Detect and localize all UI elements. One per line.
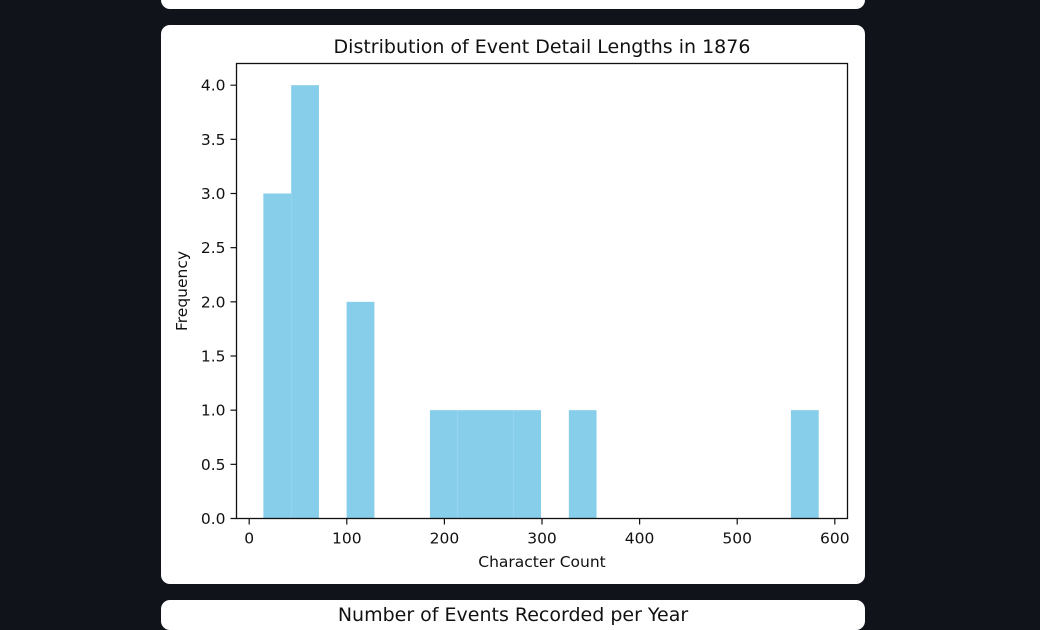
- x-tick-label: 200: [430, 530, 460, 548]
- x-tick-label: 300: [527, 530, 557, 548]
- next-chart-card: Number of Events Recorded per Year: [161, 600, 865, 630]
- histogram-bar: [568, 410, 597, 519]
- plot-frame: [235, 62, 849, 520]
- histogram-bar: [485, 410, 514, 519]
- x-tick-label: 400: [625, 530, 655, 548]
- chart-title: Distribution of Event Detail Lengths in …: [334, 36, 751, 58]
- histogram-card: Distribution of Event Detail Lengths in …: [161, 25, 865, 584]
- histogram-bar: [457, 410, 486, 519]
- y-tick-label: 4.0: [201, 77, 226, 95]
- y-tick-label: 1.0: [201, 402, 226, 420]
- y-tick-label: 2.0: [201, 293, 226, 311]
- histogram-bar: [291, 85, 319, 519]
- histogram-chart: Distribution of Event Detail Lengths in …: [173, 36, 850, 571]
- histogram-bar: [346, 301, 375, 519]
- y-tick-label: 2.5: [201, 239, 226, 257]
- histogram-bar: [513, 410, 542, 519]
- y-axis-ticks: 0.0 0.5 1.0 1.5 2.0 2.5 3.0 3.5 4.0: [201, 77, 237, 528]
- y-tick-label: 0.0: [201, 510, 226, 528]
- histogram-bar: [429, 410, 458, 519]
- x-tick-label: 600: [820, 530, 850, 548]
- y-axis-label: Frequency: [173, 251, 191, 331]
- next-chart-title: Number of Events Recorded per Year: [337, 604, 689, 626]
- histogram-bar: [263, 193, 292, 519]
- y-tick-label: 3.5: [201, 131, 226, 149]
- x-axis-label: Character Count: [478, 553, 605, 571]
- histogram-bar: [790, 410, 819, 519]
- previous-chart-card: [161, 0, 865, 9]
- y-tick-label: 0.5: [201, 456, 226, 474]
- y-tick-label: 3.0: [201, 185, 226, 203]
- x-axis-ticks: 0 100 200 300 400 500 600: [244, 518, 850, 548]
- x-tick-label: 500: [722, 530, 752, 548]
- x-tick-label: 0: [244, 530, 254, 548]
- x-tick-label: 100: [332, 530, 362, 548]
- histogram-bars: [263, 85, 819, 519]
- y-tick-label: 1.5: [201, 348, 226, 366]
